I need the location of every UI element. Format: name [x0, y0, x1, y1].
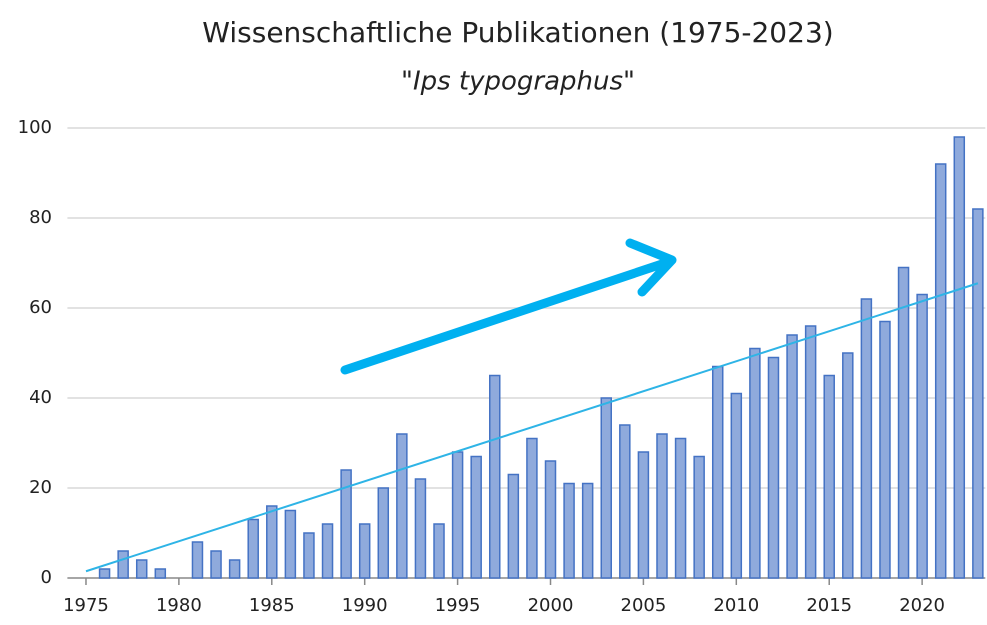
x-tick-label: 1995	[435, 595, 481, 616]
bar	[266, 505, 278, 579]
bar	[693, 455, 705, 579]
bar	[489, 374, 501, 579]
bars	[98, 136, 984, 579]
bar	[470, 455, 482, 579]
y-tick-label: 0	[41, 567, 52, 588]
bar	[786, 334, 798, 579]
x-tick-label: 2015	[806, 595, 852, 616]
bar	[600, 397, 612, 579]
bar	[98, 568, 111, 579]
arrow-head	[625, 238, 677, 297]
bar	[414, 478, 427, 579]
bar	[358, 523, 371, 579]
bar	[433, 523, 445, 579]
bar	[303, 532, 315, 579]
x-tick-label: 2020	[899, 595, 945, 616]
x-tick-label: 1990	[342, 595, 388, 616]
grid: 0 20 40 60 80 100 1975 1980 1985 1990 1995 2000 2005…	[18, 117, 986, 616]
bar	[842, 352, 854, 579]
bar	[117, 550, 129, 579]
bar	[656, 433, 668, 579]
bar	[563, 482, 575, 579]
bar	[228, 559, 241, 579]
bar	[544, 460, 557, 579]
bar	[934, 163, 947, 579]
bar	[321, 523, 334, 579]
bar	[526, 437, 538, 579]
x-tick-label: 1985	[249, 595, 295, 616]
bar	[619, 424, 631, 579]
y-tick-label: 100	[18, 117, 52, 138]
bar	[972, 208, 984, 579]
trend-line	[85, 282, 979, 573]
y-tick-label: 40	[29, 387, 52, 408]
bar	[191, 541, 204, 579]
overlay	[85, 282, 979, 573]
bar	[879, 320, 891, 579]
x-tick-label: 2010	[713, 595, 759, 616]
x-tick-label: 2000	[528, 595, 574, 616]
bar	[377, 487, 390, 579]
x-tick-label: 2005	[621, 595, 667, 616]
bar	[767, 356, 780, 579]
bar	[749, 347, 761, 579]
bar	[210, 550, 222, 579]
trend-arrow	[340, 238, 677, 375]
bar	[730, 392, 743, 579]
chart-subtitle: "Ips typographus"	[401, 67, 635, 97]
bar	[860, 298, 873, 579]
bar	[953, 136, 966, 579]
bar	[154, 568, 167, 579]
bar	[396, 433, 408, 579]
bar	[711, 365, 724, 579]
bar	[897, 266, 910, 579]
bar	[804, 325, 817, 579]
y-tick-label: 60	[29, 297, 52, 318]
x-tick-label: 1980	[156, 595, 202, 616]
bar	[135, 559, 148, 579]
bar	[916, 293, 928, 579]
bar	[637, 451, 650, 579]
bar	[823, 374, 835, 579]
bar	[451, 451, 464, 579]
bar	[340, 469, 352, 579]
bar	[674, 437, 687, 579]
bar	[581, 482, 594, 579]
arrow-shaft	[340, 257, 673, 375]
bar	[247, 518, 259, 579]
bar	[507, 473, 520, 579]
y-tick-label: 80	[29, 207, 52, 228]
x-tick-label: 1975	[63, 595, 109, 616]
y-tick-label: 20	[29, 477, 52, 498]
bar	[284, 509, 297, 579]
chart-title: Wissenschaftliche Publikationen (1975-20…	[202, 16, 833, 49]
